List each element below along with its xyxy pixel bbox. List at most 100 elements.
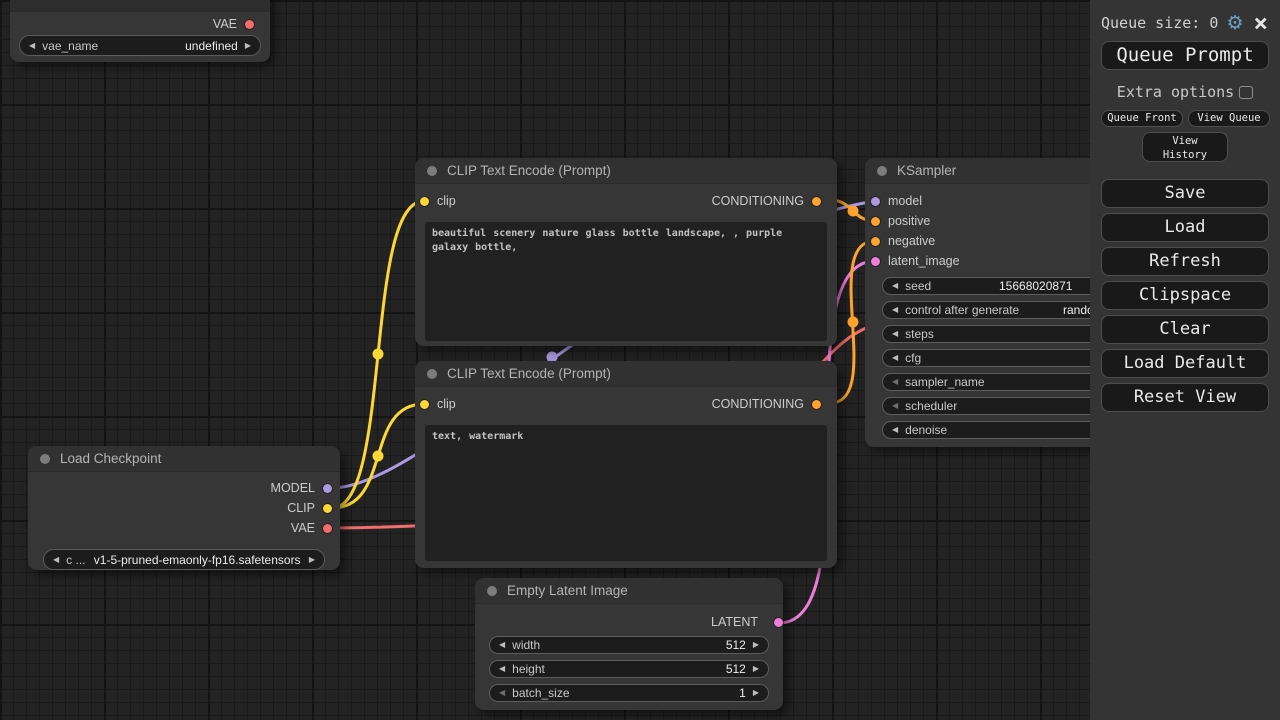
queue-front-button[interactable]: Queue Front (1101, 110, 1183, 127)
output-dot-vae[interactable] (323, 523, 332, 533)
collapse-dot[interactable] (877, 165, 887, 176)
widget-label: width (512, 638, 541, 652)
output-dot-latent[interactable] (774, 617, 783, 627)
output-slot-vae: VAE (28, 518, 340, 538)
node-header[interactable]: CLIP Text Encode (Prompt) (415, 361, 837, 387)
clear-button[interactable]: Clear (1101, 315, 1269, 344)
output-dot-model[interactable] (323, 483, 332, 493)
increment-arrow-icon[interactable]: ▶ (752, 664, 759, 673)
link-midpoint-dot[interactable] (546, 351, 558, 363)
output-dot-conditioning[interactable] (812, 399, 821, 409)
decrement-arrow-icon[interactable]: ◀ (892, 425, 899, 434)
collapse-dot[interactable] (40, 453, 50, 464)
decrement-arrow-icon[interactable]: ◀ (499, 688, 506, 697)
widget-width[interactable]: ◀ width 512 ▶ (489, 636, 769, 654)
decrement-arrow-icon[interactable]: ◀ (29, 40, 36, 50)
input-dot-positive[interactable] (871, 216, 880, 226)
widget-value: 1 (739, 686, 746, 700)
widget-value: 15668020871 (999, 279, 1073, 293)
collapse-dot[interactable] (487, 585, 497, 596)
decrement-arrow-icon[interactable]: ◀ (499, 664, 506, 673)
increment-arrow-icon[interactable]: ▶ (244, 40, 251, 50)
input-slot-clip: clip (415, 191, 456, 211)
widget-label: seed (905, 279, 932, 293)
input-dot-negative[interactable] (871, 236, 880, 246)
decrement-arrow-icon[interactable]: ◀ (892, 305, 899, 314)
widget-label: height (512, 662, 545, 676)
clipspace-button[interactable]: Clipspace (1101, 281, 1269, 310)
output-dot-vae[interactable] (245, 19, 254, 29)
slot-label: model (888, 194, 923, 208)
decrement-arrow-icon[interactable]: ◀ (892, 329, 899, 338)
refresh-button[interactable]: Refresh (1101, 247, 1269, 276)
node-header[interactable]: CLIP Text Encode (Prompt) (415, 158, 837, 184)
reset-view-button[interactable]: Reset View (1101, 383, 1269, 412)
close-icon[interactable]: × (1253, 9, 1268, 37)
slot-label: clip (437, 194, 456, 208)
queue-prompt-button[interactable]: Queue Prompt (1101, 41, 1269, 70)
widget-label: control after generate (905, 303, 1020, 317)
prompt-text-input[interactable]: text, watermark (425, 425, 827, 561)
node-header[interactable]: Empty Latent Image (475, 578, 783, 604)
widget-batch-size[interactable]: ◀ batch_size 1 ▶ (489, 684, 769, 702)
input-dot-clip[interactable] (420, 399, 429, 409)
decrement-arrow-icon[interactable]: ◀ (53, 554, 60, 564)
node-load-checkpoint[interactable]: Load Checkpoint MODEL CLIP VAE ◀ c ... v… (28, 446, 340, 570)
decrement-arrow-icon[interactable]: ◀ (892, 401, 899, 410)
input-slot-latent-image: latent_image (865, 251, 1265, 271)
widget-label: sampler_name (905, 375, 985, 389)
output-dot-clip[interactable] (323, 503, 332, 513)
widget-label: cfg (905, 351, 922, 365)
slot-label: VAE (290, 521, 315, 535)
save-button[interactable]: Save (1101, 179, 1269, 208)
input-dot-model[interactable] (871, 196, 880, 206)
output-slot-clip: CLIP (28, 498, 340, 518)
slot-label: CLIP (287, 501, 315, 515)
increment-arrow-icon[interactable]: ▶ (752, 640, 759, 649)
input-slot-positive: positive (865, 211, 1265, 231)
node-vae-loader[interactable]: VAE ◀ vae_name undefined ▶ (10, 0, 270, 62)
node-clip-text-encode-positive[interactable]: CLIP Text Encode (Prompt) clip CONDITION… (415, 158, 837, 346)
input-dot-latent-image[interactable] (871, 256, 880, 266)
link-midpoint-dot[interactable] (372, 450, 384, 462)
output-slot-conditioning: CONDITIONING (712, 394, 825, 414)
collapse-dot[interactable] (427, 165, 437, 176)
prompt-text-input[interactable]: beautiful scenery nature glass bottle la… (425, 222, 827, 341)
widget-label: scheduler (905, 399, 958, 413)
node-title: KSampler (897, 163, 957, 178)
widget-label: batch_size (512, 686, 570, 700)
link-midpoint-dot[interactable] (372, 348, 384, 360)
output-dot-conditioning[interactable] (812, 196, 821, 206)
input-slot-model: model (865, 191, 1265, 211)
widget-vae-name[interactable]: ◀ vae_name undefined ▶ (19, 35, 261, 56)
widget-height[interactable]: ◀ height 512 ▶ (489, 660, 769, 678)
widget-value: 512 (725, 638, 746, 652)
input-dot-clip[interactable] (420, 196, 429, 206)
node-clip-text-encode-negative[interactable]: CLIP Text Encode (Prompt) clip CONDITION… (415, 361, 837, 568)
widget-value: 512 (725, 662, 746, 676)
link-midpoint-dot[interactable] (847, 205, 859, 217)
load-button[interactable]: Load (1101, 213, 1269, 242)
input-slot-negative: negative (865, 231, 1265, 251)
increment-arrow-icon[interactable]: ▶ (308, 554, 315, 564)
increment-arrow-icon[interactable]: ▶ (752, 688, 759, 697)
node-header[interactable] (10, 0, 270, 12)
extra-options-checkbox[interactable] (1239, 85, 1254, 99)
decrement-arrow-icon[interactable]: ◀ (892, 353, 899, 362)
widget-ckpt-name[interactable]: ◀ c ... v1-5-pruned-emaonly-fp16.safeten… (43, 549, 325, 570)
view-history-button[interactable]: View History (1142, 132, 1228, 162)
load-default-button[interactable]: Load Default (1101, 349, 1269, 378)
decrement-arrow-icon[interactable]: ◀ (892, 377, 899, 386)
widget-label: vae_name (42, 38, 99, 53)
decrement-arrow-icon[interactable]: ◀ (499, 640, 506, 649)
decrement-arrow-icon[interactable]: ◀ (892, 281, 899, 290)
node-header[interactable]: Load Checkpoint (28, 446, 340, 472)
node-empty-latent-image[interactable]: Empty Latent Image LATENT ◀ width 512 ▶ … (475, 578, 783, 710)
collapse-dot[interactable] (427, 368, 437, 379)
link-midpoint-dot[interactable] (847, 316, 859, 328)
input-slot-clip: clip (415, 394, 456, 414)
settings-gear-icon[interactable]: ⚙ (1226, 12, 1244, 34)
node-title: CLIP Text Encode (Prompt) (447, 366, 611, 381)
view-queue-button[interactable]: View Queue (1188, 110, 1270, 127)
